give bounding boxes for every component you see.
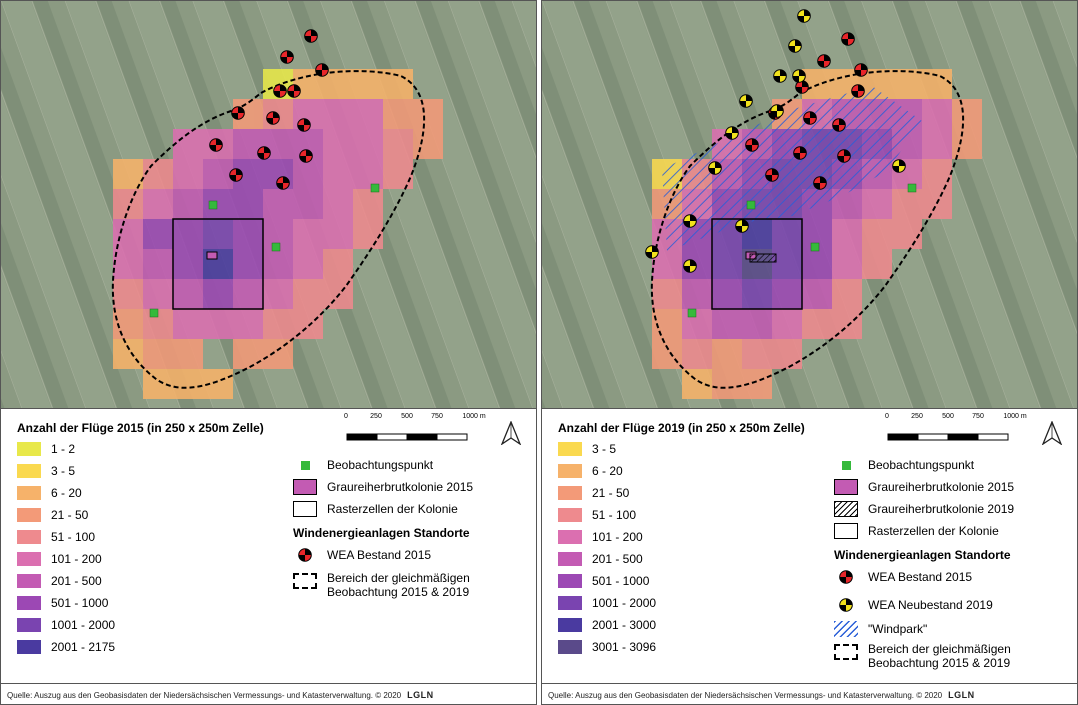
- swatch: [17, 486, 41, 500]
- swatch: [558, 442, 582, 456]
- swatch: [558, 574, 582, 588]
- heron-colony-2015[interactable]: [206, 251, 218, 260]
- legend-class-4: 21 - 50: [17, 507, 88, 523]
- scale-bar-graphic: [887, 433, 1009, 441]
- north-arrow-icon: [1042, 421, 1062, 445]
- legend-windpark: "Windpark": [834, 621, 927, 637]
- lgln-logo: LGLN: [407, 690, 434, 700]
- legend-colony-2015: Graureiherbrutkolonie 2015: [293, 479, 473, 495]
- legend-wea-bestand: WEA Bestand 2015: [293, 547, 431, 563]
- map-canvas: [1, 1, 536, 408]
- map-canvas: [542, 1, 1077, 408]
- legend-class-7: 201 - 500: [17, 573, 102, 589]
- legend-class-5: 101 - 200: [558, 529, 643, 545]
- swatch: [17, 640, 41, 654]
- lgln-logo: LGLN: [948, 690, 975, 700]
- observation-points: [687, 183, 917, 318]
- scale-bar-graphic: [346, 433, 468, 441]
- source-divider: [1, 683, 536, 684]
- swatch: [17, 552, 41, 566]
- legend-class-4: 51 - 100: [558, 507, 636, 523]
- observation-point-icon: [300, 460, 310, 470]
- windpark-area: [662, 86, 922, 251]
- swatch: [558, 596, 582, 610]
- legend-observation-point: Beobachtungspunkt: [834, 457, 974, 473]
- legend-class-7: 501 - 1000: [558, 573, 649, 589]
- legend-class-8: 501 - 1000: [17, 595, 108, 611]
- wea-bestand-icon: [298, 548, 312, 562]
- legend-class-10: 2001 - 2175: [17, 639, 115, 655]
- swatch: [17, 464, 41, 478]
- wea-neubestand-icon: [839, 598, 853, 612]
- legend-observation-area: Bereich der gleichmäßigen Beobachtung 201…: [293, 571, 470, 599]
- legend-wea-bestand: WEA Bestand 2015: [834, 569, 972, 585]
- map-view-2015[interactable]: [1, 1, 536, 409]
- observation-points: [149, 183, 380, 318]
- swatch: [17, 596, 41, 610]
- map-panel-2019: Anzahl der Flüge 2019 (in 250 x 250m Zel…: [541, 0, 1078, 705]
- legend-class-5: 51 - 100: [17, 529, 95, 545]
- dashed-boundary-swatch: [293, 573, 317, 589]
- legend-raster-cells: Rasterzellen der Kolonie: [834, 523, 999, 539]
- legend-class-6: 101 - 200: [17, 551, 102, 567]
- swatch: [17, 618, 41, 632]
- legend-class-3: 21 - 50: [558, 485, 629, 501]
- colony-swatch: [293, 479, 317, 495]
- legend-class-9: 1001 - 2000: [17, 617, 115, 633]
- legend-raster-cells: Rasterzellen der Kolonie: [293, 501, 458, 517]
- legend-class-9: 2001 - 3000: [558, 617, 656, 633]
- windpark-swatch: [834, 621, 858, 637]
- map-view-2019[interactable]: [542, 1, 1077, 409]
- wea-bestand-icon: [839, 570, 853, 584]
- colony-raster-cells: [172, 218, 264, 310]
- colony-swatch: [834, 479, 858, 495]
- legend-observation-area: Bereich der gleichmäßigen Beobachtung 201…: [834, 642, 1011, 670]
- source-attribution: Quelle: Auszug aus den Geobasisdaten der…: [548, 690, 975, 700]
- legend-colony-2019: Graureiherbrutkolonie 2019: [834, 501, 1014, 517]
- swatch: [558, 464, 582, 478]
- legend-class-2: 6 - 20: [558, 463, 623, 479]
- raster-cell-swatch: [834, 523, 858, 539]
- raster-cell-swatch: [293, 501, 317, 517]
- swatch: [558, 552, 582, 566]
- map-panel-2015: Anzahl der Flüge 2015 (in 250 x 250m Zel…: [0, 0, 537, 705]
- heatmap-grid: [113, 69, 443, 399]
- source-divider: [542, 683, 1077, 684]
- legend-title: Anzahl der Flüge 2019 (in 250 x 250m Zel…: [558, 421, 805, 435]
- legend-class-1: 1 - 2: [17, 441, 75, 457]
- legend-class-8: 1001 - 2000: [558, 595, 656, 611]
- swatch: [558, 530, 582, 544]
- colony-2019-swatch: [834, 501, 858, 517]
- observation-point-icon: [841, 460, 851, 470]
- legend-heading-wea: Windenergieanlagen Standorte: [293, 526, 470, 540]
- heron-colony-2019[interactable]: [749, 253, 777, 263]
- swatch: [558, 486, 582, 500]
- swatch: [558, 508, 582, 522]
- legend-class-2: 3 - 5: [17, 463, 75, 479]
- legend-class-1: 3 - 5: [558, 441, 616, 457]
- legend-observation-point: Beobachtungspunkt: [293, 457, 433, 473]
- swatch: [17, 530, 41, 544]
- legend-class-6: 201 - 500: [558, 551, 643, 567]
- legend-class-10: 3001 - 3096: [558, 639, 656, 655]
- legend-class-3: 6 - 20: [17, 485, 82, 501]
- colony-raster-cells: [711, 218, 803, 310]
- legend-heading-wea: Windenergieanlagen Standorte: [834, 548, 1011, 562]
- legend-wea-neubestand: WEA Neubestand 2019: [834, 597, 993, 613]
- swatch: [558, 618, 582, 632]
- source-attribution: Quelle: Auszug aus den Geobasisdaten der…: [7, 690, 434, 700]
- swatch: [17, 574, 41, 588]
- swatch: [17, 442, 41, 456]
- swatch: [558, 640, 582, 654]
- scale-bar: 0 250 500 750 1000 m: [344, 413, 486, 446]
- legend-colony-2015: Graureiherbrutkolonie 2015: [834, 479, 1014, 495]
- swatch: [17, 508, 41, 522]
- north-arrow-icon: [501, 421, 521, 445]
- dashed-boundary-swatch: [834, 644, 858, 660]
- scale-bar: 0 250 500 750 1000 m: [885, 413, 1027, 446]
- legend-title: Anzahl der Flüge 2015 (in 250 x 250m Zel…: [17, 421, 264, 435]
